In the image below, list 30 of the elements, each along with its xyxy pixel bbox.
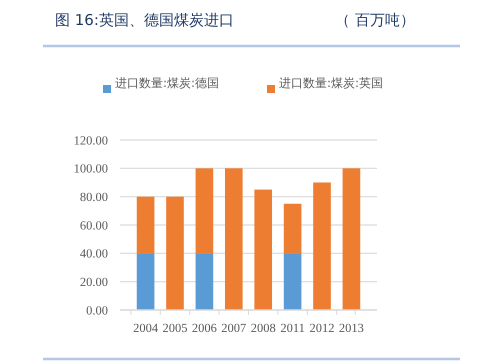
x-tick-label: 2007 (221, 321, 246, 335)
bar (313, 182, 331, 310)
x-tick-label: 2006 (192, 321, 217, 335)
y-tick-label: 20.00 (80, 275, 108, 290)
bar (284, 253, 302, 310)
y-tick-label: 120.00 (74, 133, 108, 148)
x-tick-label: 2012 (310, 321, 335, 335)
x-tick-label: 2008 (250, 321, 276, 335)
legend-label: 进口数量:煤炭:英国 (279, 76, 384, 90)
bar (254, 190, 272, 310)
x-tick-label: 2005 (162, 321, 188, 335)
bar (136, 253, 154, 310)
bar (136, 196, 154, 254)
bar (284, 204, 302, 254)
legend-label: 进口数量:煤炭:德国 (115, 76, 220, 90)
y-tick-label: 60.00 (80, 218, 108, 232)
y-tick-label: 40.00 (80, 246, 108, 261)
x-tick-label: 2013 (338, 321, 364, 335)
bar (342, 168, 360, 310)
bar (196, 253, 214, 310)
x-tick-label: 2011 (280, 321, 305, 335)
y-tick-label: 100.00 (74, 162, 108, 176)
x-tick-label: 2004 (133, 321, 159, 335)
bar (166, 196, 184, 310)
chart-subtitle: （ 百万吨） (335, 11, 415, 29)
y-tick-label: 80.00 (80, 190, 108, 204)
bar (224, 168, 243, 310)
y-tick-label: 0.00 (86, 303, 108, 318)
chart-title: 图 16:英国、德国煤炭进口 (55, 11, 234, 29)
bar (196, 168, 214, 254)
